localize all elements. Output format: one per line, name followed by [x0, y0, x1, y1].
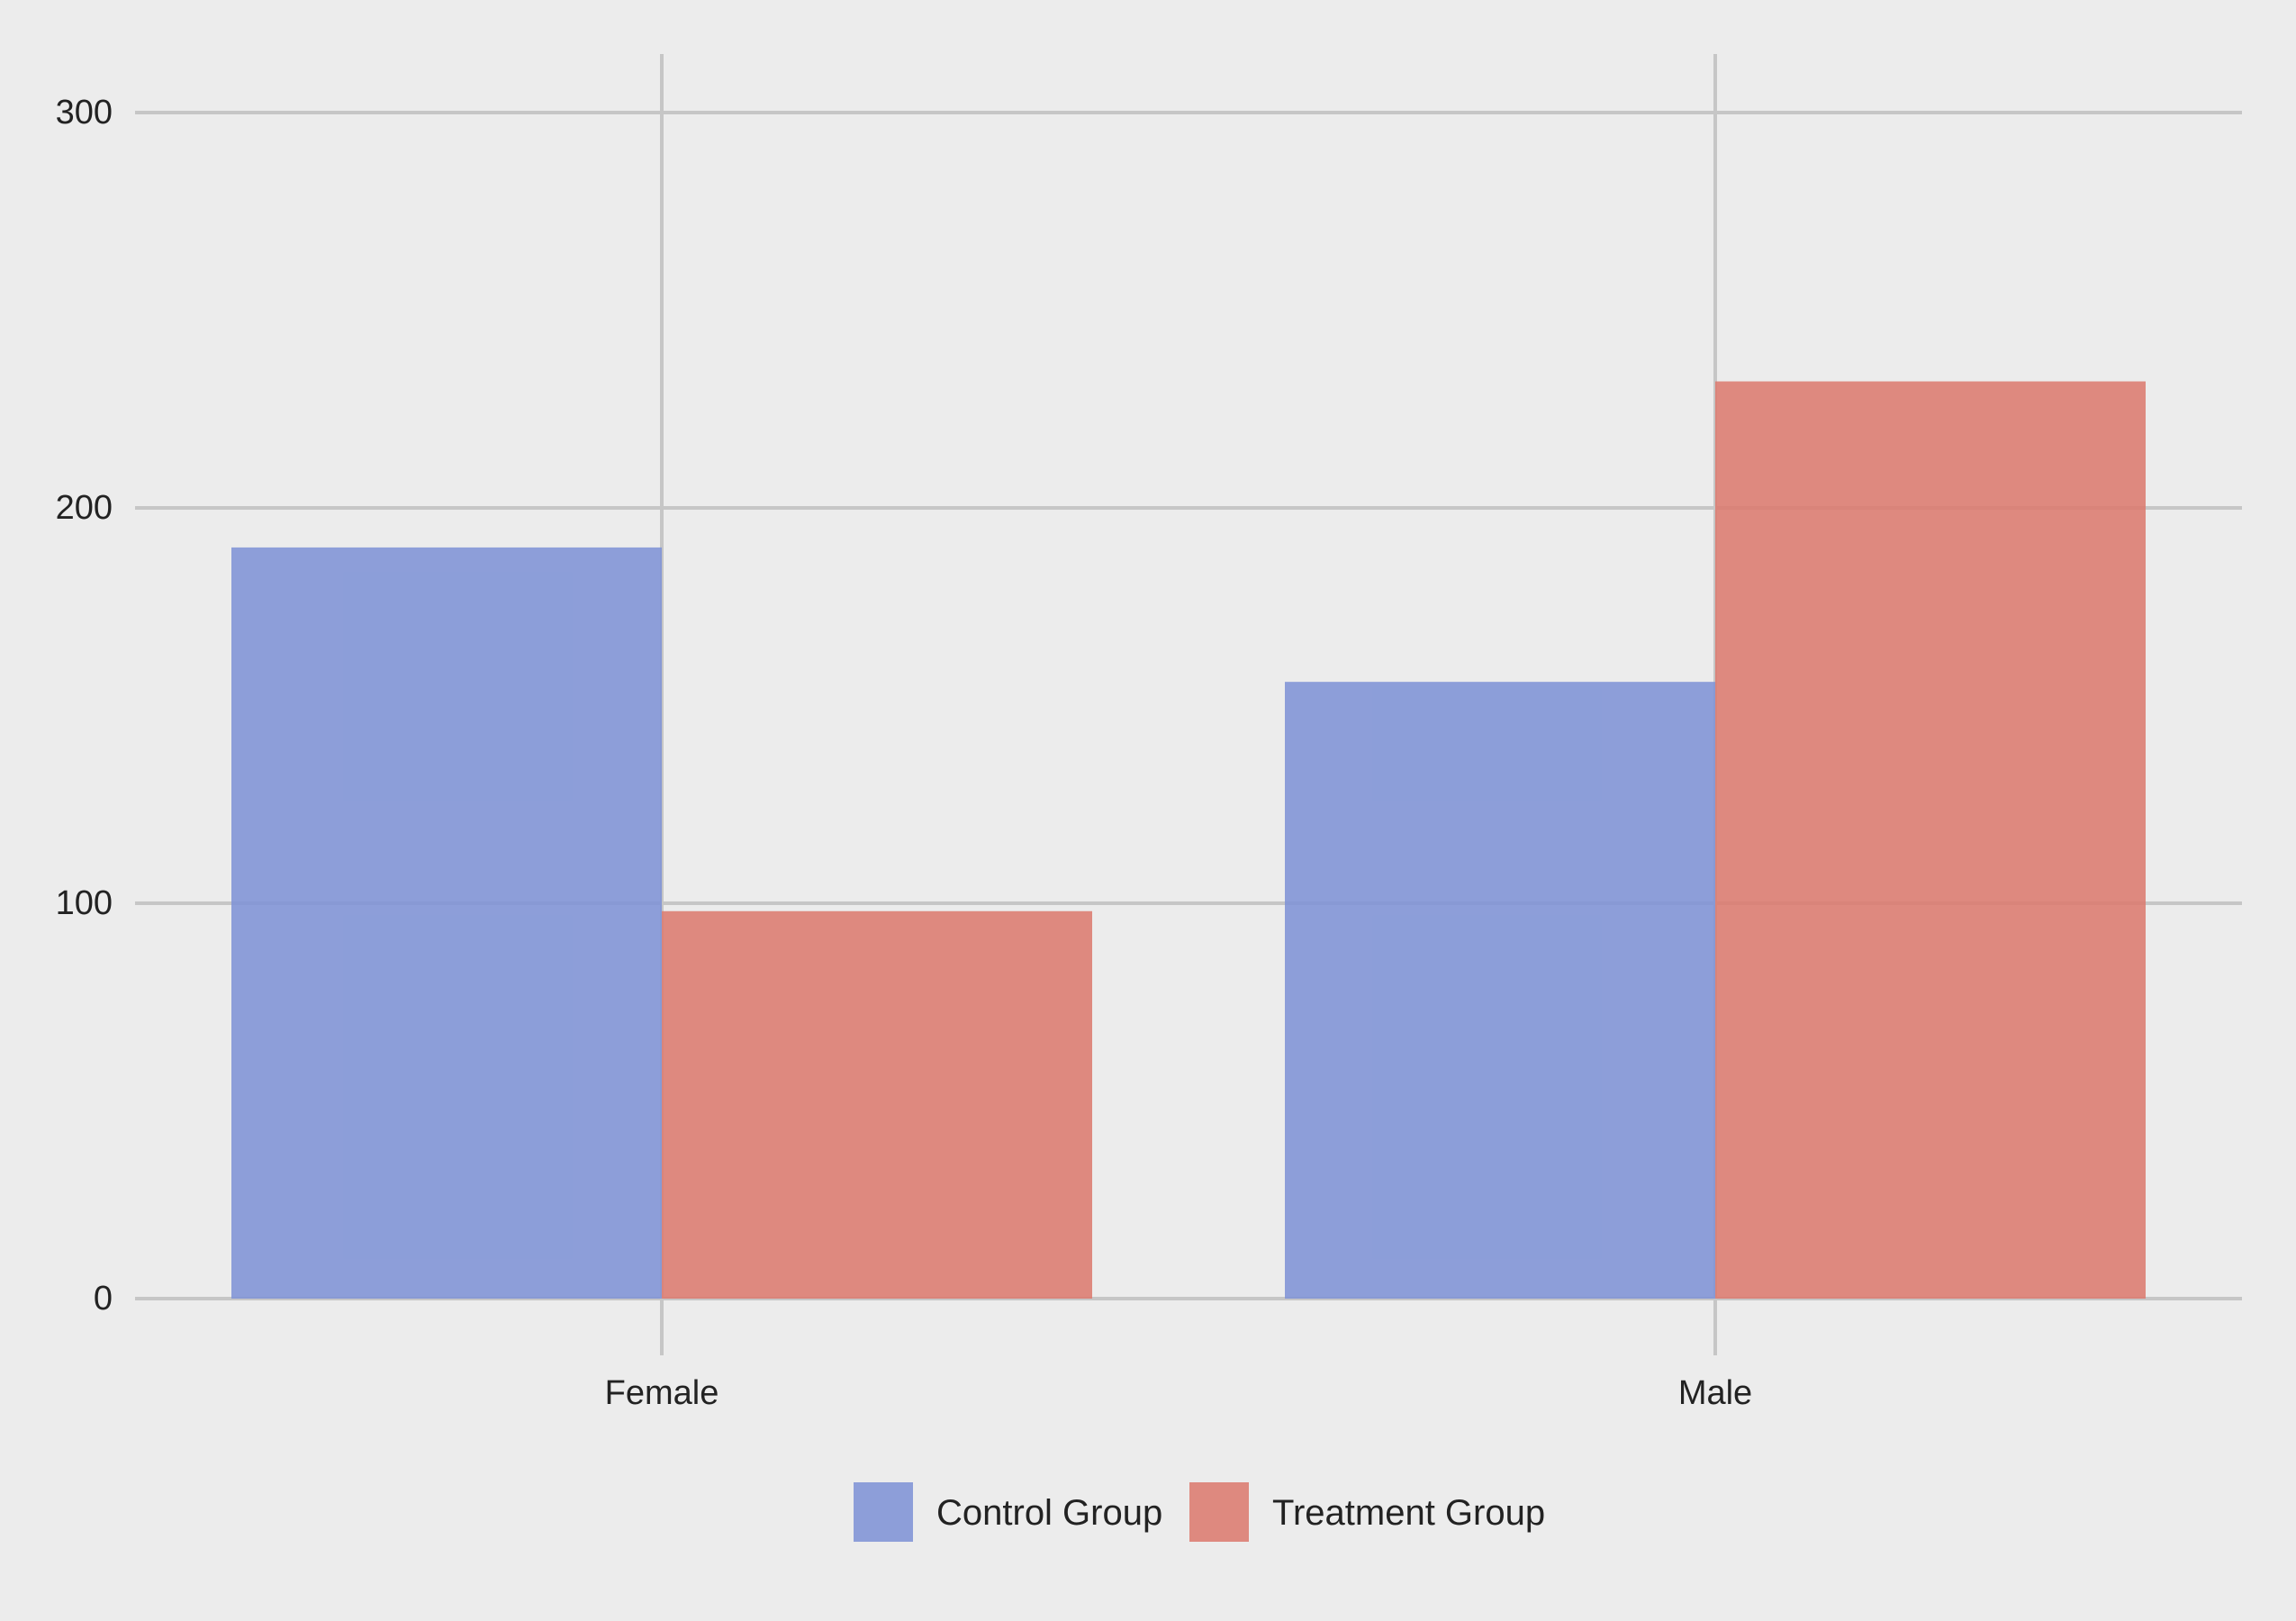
bar-male-control-group	[1285, 682, 1715, 1299]
legend-key-treatment-group	[1189, 1482, 1249, 1542]
y-tick-label: 100	[56, 884, 113, 922]
x-tick-label: Female	[605, 1374, 719, 1412]
bar-female-control-group	[231, 547, 662, 1299]
bars	[231, 381, 2146, 1299]
legend-label: Treatment Group	[1272, 1493, 1545, 1533]
legend: Control Group Treatment Group	[854, 1482, 1545, 1542]
legend-key-control-group	[854, 1482, 913, 1542]
y-tick-label: 300	[56, 94, 113, 131]
y-axis-ticks: 0 100 200 300	[56, 94, 113, 1318]
y-tick-label: 200	[56, 489, 113, 527]
y-tick-label: 0	[94, 1280, 113, 1318]
legend-label: Control Group	[936, 1493, 1162, 1533]
x-axis-ticks: Female Male	[605, 1374, 1753, 1412]
bar-female-treatment-group	[662, 910, 1092, 1299]
bar-male-treatment-group	[1715, 381, 2146, 1299]
x-tick-label: Male	[1678, 1374, 1752, 1412]
